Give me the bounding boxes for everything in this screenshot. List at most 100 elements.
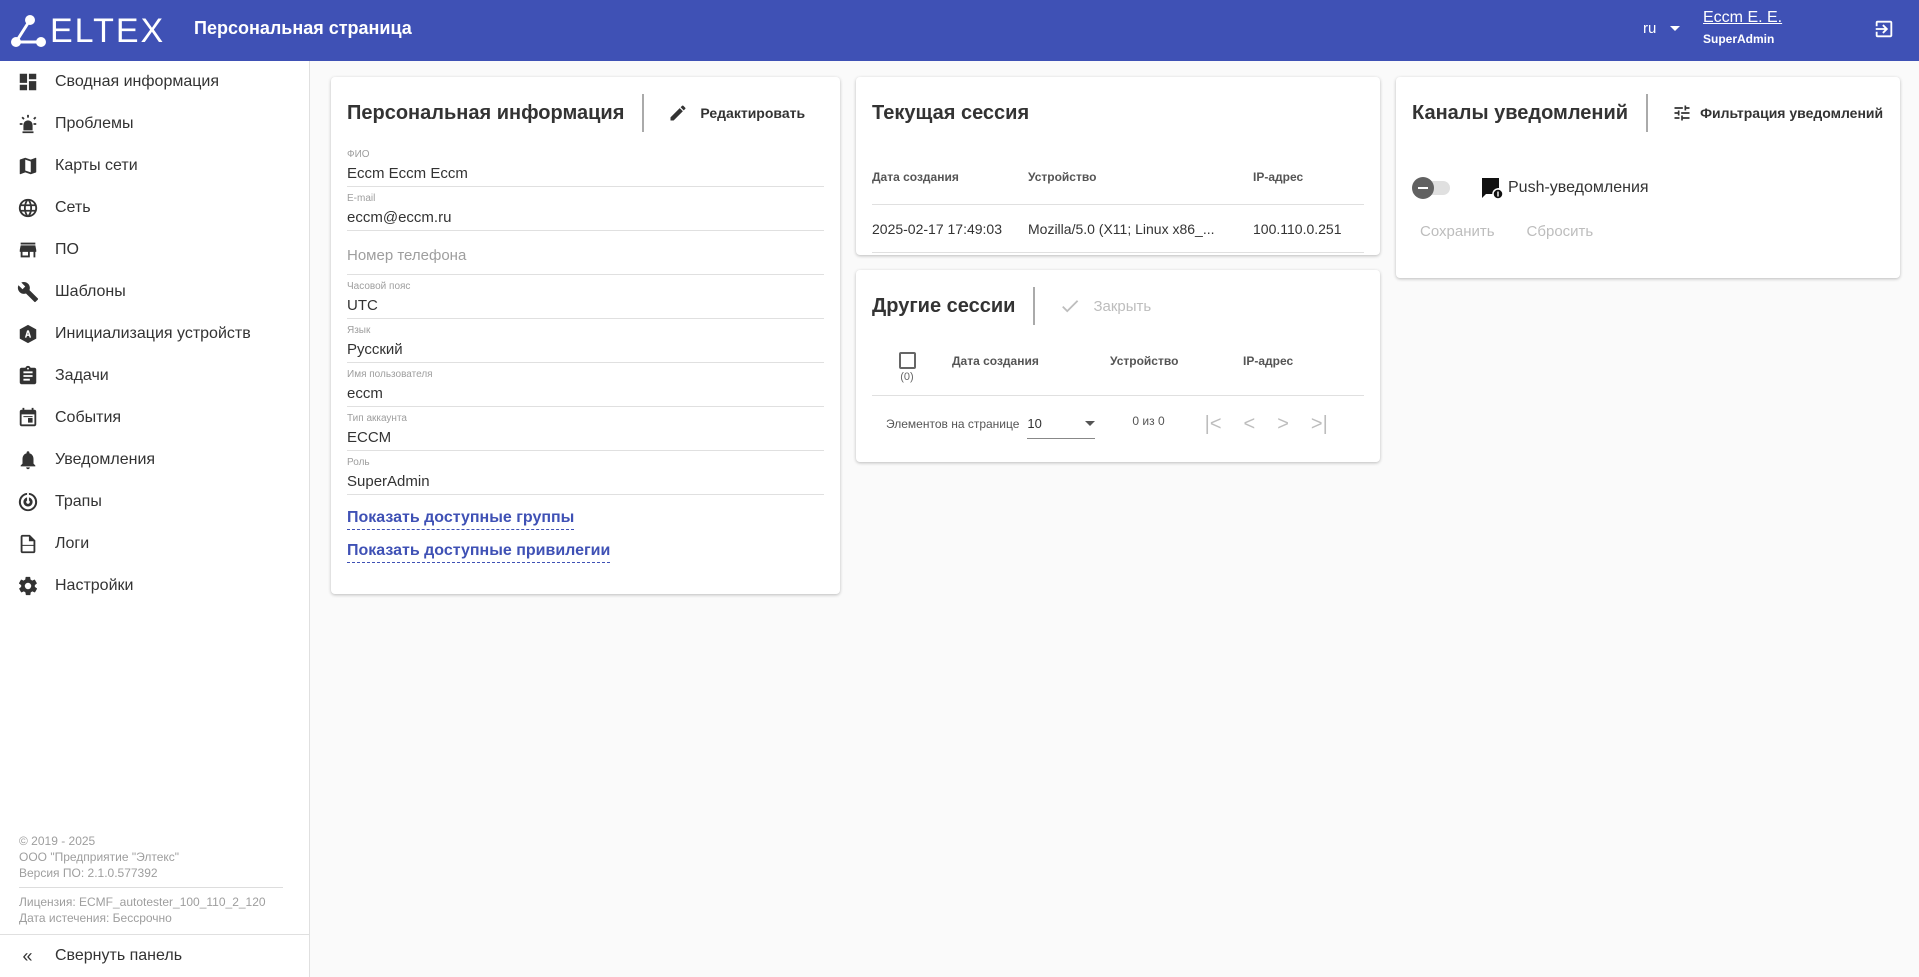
table-row: 2025-02-17 17:49:03 Mozilla/5.0 (X11; Li… bbox=[872, 205, 1364, 253]
map-icon bbox=[0, 155, 55, 177]
sidebar-item-7[interactable]: Инициализация устройств bbox=[0, 313, 309, 355]
version: Версия ПО: 2.1.0.577392 bbox=[19, 866, 158, 880]
filter-label: Фильтрация уведомлений bbox=[1700, 105, 1884, 121]
profile-field: Номер телефона bbox=[347, 231, 824, 275]
sidebar-item-11[interactable]: Трапы bbox=[0, 481, 309, 523]
sidebar-item-9[interactable]: События bbox=[0, 397, 309, 439]
sidebar-item-label: Уведомления bbox=[55, 451, 156, 468]
edit-label: Редактировать bbox=[700, 105, 806, 121]
column-header[interactable]: Устройство bbox=[1110, 353, 1179, 368]
field-placeholder: Номер телефона bbox=[347, 247, 467, 264]
field-label: Роль bbox=[347, 457, 370, 468]
sidebar-item-5[interactable]: ПО bbox=[0, 229, 309, 271]
per-page-select[interactable]: 10 bbox=[1027, 409, 1096, 439]
user-info[interactable]: Eccm E. E. SuperAdmin bbox=[1703, 9, 1782, 46]
push-notification-icon bbox=[1482, 178, 1504, 200]
close-sessions-button[interactable]: Закрыть bbox=[1059, 295, 1151, 317]
sidebar: Сводная информация Проблемы Карты сети Сеть… bbox=[0, 61, 310, 977]
logo-icon bbox=[11, 14, 46, 47]
select-all-checkbox[interactable] bbox=[898, 352, 916, 369]
field-label: E-mail bbox=[347, 193, 376, 204]
table-header: Дата создания Устройство IP-адрес bbox=[872, 149, 1364, 205]
logout-button[interactable] bbox=[1873, 18, 1895, 45]
sidebar-item-label: Шаблоны bbox=[55, 283, 126, 300]
column-header: Устройство bbox=[1028, 169, 1097, 184]
field-label: Тип аккаунта bbox=[347, 413, 407, 424]
filter-notifications-button[interactable]: Фильтрация уведомлений bbox=[1672, 103, 1883, 123]
push-label: Push-уведомления bbox=[1508, 179, 1649, 196]
current-session-card: Текущая сессия Дата создания Устройство … bbox=[856, 77, 1380, 255]
expiry: Дата истечения: Бессрочно bbox=[19, 911, 172, 925]
save-button[interactable]: Сохранить bbox=[1420, 223, 1495, 240]
chevron-double-left-icon: « bbox=[22, 945, 33, 966]
prev-page-icon[interactable]: < bbox=[1243, 412, 1256, 435]
collapse-panel-button[interactable]: « Свернуть панель bbox=[0, 934, 309, 977]
profile-field: Часовой пояс UTC bbox=[347, 275, 824, 319]
card-title: Персональная информация bbox=[347, 101, 625, 124]
personal-info-card: Персональная информация Редактировать ФИ… bbox=[331, 77, 840, 594]
first-page-icon[interactable]: |< bbox=[1204, 412, 1222, 435]
gear-icon bbox=[0, 575, 55, 597]
reset-button[interactable]: Сбросить bbox=[1526, 223, 1594, 240]
bell-icon bbox=[0, 449, 55, 471]
sidebar-item-13[interactable]: Настройки bbox=[0, 565, 309, 607]
column-header: IP-адрес bbox=[1253, 169, 1304, 184]
profile-field: E-mail eccm@eccm.ru bbox=[347, 187, 824, 231]
next-page-icon[interactable]: > bbox=[1277, 412, 1289, 435]
pencil-icon bbox=[670, 105, 686, 121]
user-name-link[interactable]: Eccm E. E. bbox=[1703, 9, 1783, 26]
sidebar-item-4[interactable]: Сеть bbox=[0, 187, 309, 229]
sidebar-item-label: Трапы bbox=[55, 493, 102, 510]
field-value: eccm bbox=[347, 385, 383, 402]
field-value: eccm@eccm.ru bbox=[347, 209, 452, 226]
sidebar-item-label: События bbox=[55, 409, 122, 426]
selected-count: (0) bbox=[900, 371, 914, 383]
sidebar-item-6[interactable]: Шаблоны bbox=[0, 271, 309, 313]
sidebar-footer: © 2019 - 2025 ООО "Предприятие "Элтекс" … bbox=[19, 833, 283, 926]
sidebar-item-label: Инициализация устройств bbox=[55, 325, 251, 342]
profile-field: Язык Русский bbox=[347, 319, 824, 363]
edit-button[interactable]: Редактировать bbox=[668, 103, 805, 123]
close-label: Закрыть bbox=[1093, 297, 1152, 315]
language-select[interactable]: ru bbox=[1643, 20, 1681, 37]
per-page-value: 10 bbox=[1027, 416, 1042, 431]
svg-text:LOG: LOG bbox=[23, 547, 33, 552]
field-value: ECCM bbox=[347, 429, 392, 446]
sidebar-item-label: Сеть bbox=[55, 199, 91, 216]
sidebar-item-10[interactable]: Уведомления bbox=[0, 439, 309, 481]
last-page-icon[interactable]: >| bbox=[1310, 412, 1328, 435]
calendar-icon bbox=[0, 407, 55, 429]
cell-ip: 100.110.0.251 bbox=[1253, 220, 1342, 237]
sidebar-item-label: Проблемы bbox=[55, 115, 134, 132]
sidebar-item-8[interactable]: Задачи bbox=[0, 355, 309, 397]
clipboard-icon bbox=[0, 365, 55, 387]
table-header: (0) Дата создания Устройство IP-адрес bbox=[872, 340, 1364, 396]
field-value: Русский bbox=[347, 341, 403, 358]
check-icon bbox=[1062, 300, 1079, 313]
globe-icon bbox=[0, 197, 55, 219]
logout-icon bbox=[1875, 20, 1893, 38]
sidebar-item-label: Сводная информация bbox=[55, 73, 219, 90]
sidebar-item-1[interactable]: Сводная информация bbox=[0, 61, 309, 103]
license: Лицензия: ECMF_autotester_100_110_2_120 bbox=[19, 895, 266, 909]
eltex-logo: ELTEX bbox=[10, 12, 165, 51]
sidebar-item-label: Карты сети bbox=[55, 157, 138, 174]
sidebar-item-3[interactable]: Карты сети bbox=[0, 145, 309, 187]
column-header: Дата создания bbox=[872, 169, 959, 184]
show-groups-link[interactable]: Показать доступные группы bbox=[347, 509, 575, 530]
cell-device: Mozilla/5.0 (X11; Linux x86_... bbox=[1028, 220, 1215, 237]
sidebar-item-2[interactable]: Проблемы bbox=[0, 103, 309, 145]
sidebar-item-12[interactable]: LOG Логи bbox=[0, 523, 309, 565]
push-channel-row: Push-уведомления bbox=[1412, 173, 1884, 203]
sidebar-item-label: Задачи bbox=[55, 367, 109, 384]
sidebar-item-label: Логи bbox=[55, 535, 90, 552]
column-header[interactable]: IP-адрес bbox=[1243, 353, 1294, 368]
push-toggle[interactable] bbox=[1412, 177, 1450, 199]
wrench-icon bbox=[0, 281, 55, 303]
chevron-down-icon bbox=[1085, 421, 1096, 426]
field-value: UTC bbox=[347, 297, 378, 314]
company: ООО "Предприятие "Элтекс" bbox=[19, 850, 180, 864]
show-privileges-link[interactable]: Показать доступные привилегии bbox=[347, 542, 611, 563]
column-header[interactable]: Дата создания bbox=[952, 353, 1039, 368]
notification-channels-card: Каналы уведомлений Фильтрация уведомлени… bbox=[1396, 77, 1900, 278]
